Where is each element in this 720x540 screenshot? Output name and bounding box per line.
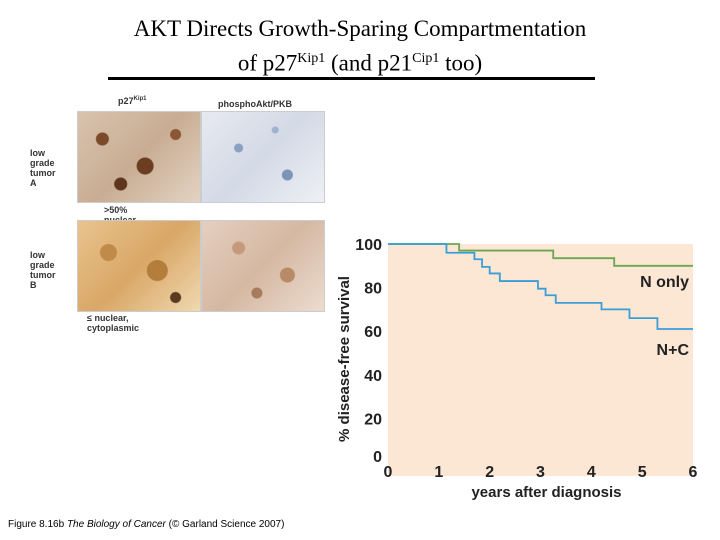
x-tick-label: 3 <box>536 464 545 481</box>
y-axis-label: % disease-free survival <box>336 276 353 442</box>
x-tick-label: 0 <box>384 464 393 481</box>
row1-label-line1: low grade <box>30 148 55 168</box>
micrograph-tumor-b-p27 <box>77 220 201 312</box>
row1-label: low grade tumor A <box>30 148 56 188</box>
series-label-0: N only <box>640 274 689 291</box>
figure-caption: Figure 8.16b The Biology of Cancer (© Ga… <box>8 519 284 530</box>
title-underline <box>108 77 595 80</box>
x-tick-label: 6 <box>689 464 698 481</box>
x-tick-label: 4 <box>587 464 596 481</box>
title-line2-pre: of p27 <box>237 50 298 76</box>
x-tick-label: 2 <box>485 464 494 481</box>
caption-suffix: (© Garland Science 2007) <box>165 519 285 530</box>
title-line-2: of p27Kip1 (and p21Cip1 too) <box>0 44 720 79</box>
y-tick-label: 100 <box>355 237 382 254</box>
row2-label-line2: tumor B <box>30 270 56 290</box>
y-tick-label: 20 <box>364 411 382 428</box>
row1-label-line2: tumor A <box>30 168 56 188</box>
title-line2-post: too) <box>439 50 483 76</box>
x-tick-labels: 0 1 2 3 4 5 6 <box>384 464 698 481</box>
row2-label: low grade tumor B <box>30 250 56 290</box>
survival-chart: 0 20 40 60 80 100 0 1 2 3 4 5 6 N only N+C years aft… <box>336 237 698 501</box>
title-line2-mid: (and p21 <box>325 50 413 76</box>
col1-header-sup: Kip1 <box>133 96 147 102</box>
caption-prefix: Figure 8.16b <box>8 519 67 530</box>
series-labels: N only N+C <box>640 274 689 359</box>
col1-header: p27Kip1 <box>118 96 147 106</box>
micrograph-tumor-b-phosphoakt <box>201 220 325 312</box>
row2-caption: ≤ nuclear, cytoplasmic <box>87 313 140 333</box>
title-line2-sup1: Kip1 <box>297 51 326 66</box>
y-tick-labels: 0 20 40 60 80 100 <box>355 237 382 466</box>
x-axis-label: years after diagnosis <box>471 484 621 501</box>
caption-book: The Biology of Cancer <box>66 519 166 530</box>
plot-background <box>388 244 693 476</box>
y-tick-label: 0 <box>373 449 382 466</box>
series-line-1 <box>388 243 693 330</box>
row2-label-line1: low grade <box>30 250 55 270</box>
x-tick-label: 5 <box>638 464 647 481</box>
y-tick-label: 40 <box>364 368 382 385</box>
y-tick-label: 60 <box>364 324 382 341</box>
micrograph-tumor-a-phosphoakt <box>201 111 325 203</box>
y-tick-label: 80 <box>364 281 382 298</box>
series-line-0 <box>388 243 693 267</box>
series-label-1: N+C <box>657 342 690 359</box>
col2-header: phosphoAkt/PKB <box>218 99 292 109</box>
x-tick-label: 1 <box>434 464 443 481</box>
micrograph-tumor-a-p27 <box>77 111 201 203</box>
slide-title: AKT Directs Growth-Sparing Compartmentat… <box>0 14 720 79</box>
title-line2-sup2: Cip1 <box>412 51 440 66</box>
series-layer <box>388 243 693 330</box>
title-line-1: AKT Directs Growth-Sparing Compartmentat… <box>133 16 587 41</box>
col1-header-base: p27 <box>118 96 134 106</box>
